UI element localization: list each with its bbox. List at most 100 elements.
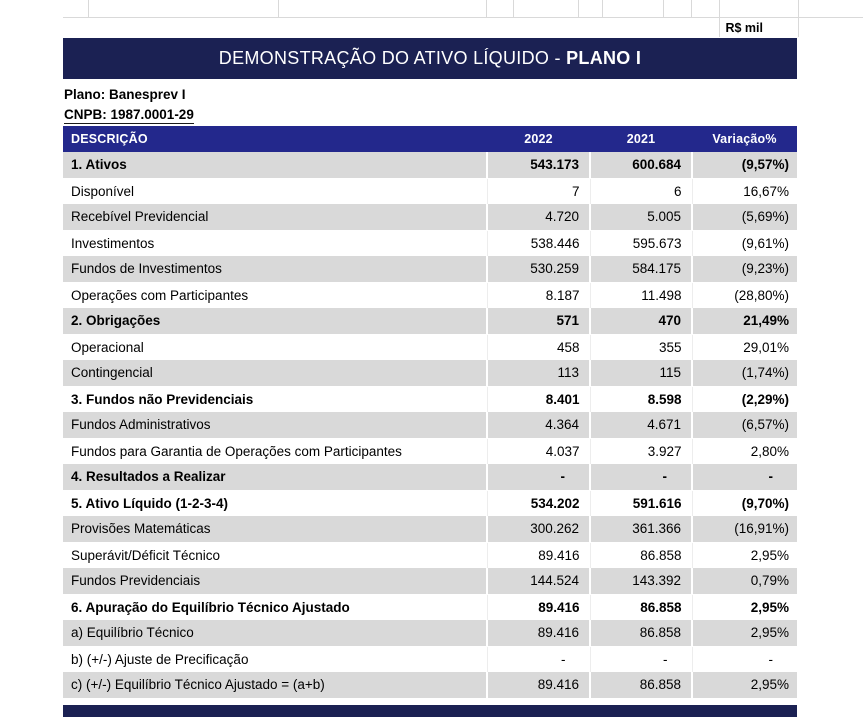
row-description[interactable]: Operações com Participantes: [63, 282, 488, 308]
value-2022[interactable]: 458: [487, 334, 591, 360]
value-2021[interactable]: 11.498: [590, 282, 693, 308]
header-variacao[interactable]: Variação%: [692, 126, 797, 152]
row-description[interactable]: Operacional: [63, 334, 488, 360]
variation-value[interactable]: (9,57%): [692, 152, 797, 179]
row-description[interactable]: Fundos de Investimentos: [63, 256, 488, 283]
value-2022[interactable]: 89.416: [487, 672, 591, 699]
table-row: 6. Apuração do Equilíbrio Técnico Ajusta…: [63, 594, 797, 620]
row-description[interactable]: 1. Ativos: [63, 152, 488, 179]
value-2021[interactable]: 86.858: [590, 594, 693, 620]
value-2022[interactable]: 300.262: [487, 516, 591, 543]
value-2022[interactable]: 530.259: [487, 256, 591, 283]
variation-value[interactable]: (2,29%): [692, 386, 797, 412]
value-2021[interactable]: 6: [590, 178, 693, 204]
row-description[interactable]: c) (+/-) Equilíbrio Técnico Ajustado = (…: [63, 672, 488, 699]
variation-value[interactable]: (28,80%): [692, 282, 797, 308]
header-descricao[interactable]: DESCRIÇÃO: [63, 126, 487, 152]
value-2022[interactable]: 7: [487, 178, 591, 204]
value-2021[interactable]: 355: [590, 334, 693, 360]
value-2021[interactable]: 143.392: [590, 568, 693, 595]
variation-value[interactable]: -: [692, 646, 797, 672]
row-description[interactable]: 5. Ativo Líquido (1-2-3-4): [63, 490, 488, 516]
value-2021[interactable]: 591.616: [590, 490, 693, 516]
row-description[interactable]: Superávit/Déficit Técnico: [63, 542, 488, 568]
variation-value[interactable]: (16,91%): [692, 516, 797, 543]
value-2021[interactable]: 8.598: [590, 386, 693, 412]
table-row: 4. Resultados a Realizar - - -: [63, 464, 797, 491]
value-2022[interactable]: -: [487, 646, 591, 672]
value-2022[interactable]: 144.524: [487, 568, 591, 595]
value-2021[interactable]: 115: [590, 360, 693, 387]
row-description[interactable]: 4. Resultados a Realizar: [63, 464, 488, 491]
row-description[interactable]: Recebível Previdencial: [63, 204, 488, 231]
value-2022[interactable]: 113: [487, 360, 591, 387]
header-2022[interactable]: 2022: [487, 126, 590, 152]
value-2022[interactable]: 4.364: [487, 412, 591, 439]
value-2021[interactable]: 600.684: [590, 152, 693, 179]
gridline: [663, 0, 664, 18]
value-2022[interactable]: 4.720: [487, 204, 591, 231]
value-2022[interactable]: 8.187: [487, 282, 591, 308]
row-description[interactable]: b) (+/-) Ajuste de Precificação: [63, 646, 488, 672]
row-description[interactable]: 6. Apuração do Equilíbrio Técnico Ajusta…: [63, 594, 488, 620]
variation-value[interactable]: 2,95%: [692, 672, 797, 699]
variation-value[interactable]: (9,70%): [692, 490, 797, 516]
value-2021[interactable]: 5.005: [590, 204, 693, 231]
value-2022[interactable]: 534.202: [487, 490, 591, 516]
footer-bar: [63, 705, 797, 717]
value-2021[interactable]: 595.673: [590, 230, 693, 256]
row-description[interactable]: Investimentos: [63, 230, 488, 256]
value-2021[interactable]: 584.175: [590, 256, 693, 283]
value-2022[interactable]: 538.446: [487, 230, 591, 256]
row-description[interactable]: Provisões Matemáticas: [63, 516, 488, 543]
variation-value[interactable]: 2,80%: [692, 438, 797, 464]
variation-value[interactable]: 29,01%: [692, 334, 797, 360]
variation-value[interactable]: (5,69%): [692, 204, 797, 231]
row-description[interactable]: a) Equilíbrio Técnico: [63, 620, 488, 647]
row-description[interactable]: Fundos para Garantia de Operações com Pa…: [63, 438, 488, 464]
gridline: [798, 0, 799, 18]
value-2022[interactable]: 571: [487, 308, 591, 335]
variation-value[interactable]: (1,74%): [692, 360, 797, 387]
value-2021[interactable]: -: [590, 646, 693, 672]
value-2022[interactable]: -: [487, 464, 591, 491]
value-2021[interactable]: 361.366: [590, 516, 693, 543]
gridline: [602, 0, 603, 18]
value-2021[interactable]: 86.858: [590, 542, 693, 568]
report-title-plan: PLANO I: [566, 48, 642, 68]
variation-value[interactable]: 2,95%: [692, 620, 797, 647]
value-2021[interactable]: 86.858: [590, 620, 693, 647]
value-2022[interactable]: 89.416: [487, 594, 591, 620]
value-2022[interactable]: 89.416: [487, 542, 591, 568]
value-2021[interactable]: 470: [590, 308, 693, 335]
value-2021[interactable]: 4.671: [590, 412, 693, 439]
variation-value[interactable]: 0,79%: [692, 568, 797, 595]
value-2022[interactable]: 4.037: [487, 438, 591, 464]
row-description[interactable]: Disponível: [63, 178, 488, 204]
variation-value[interactable]: (9,61%): [692, 230, 797, 256]
variation-value[interactable]: 21,49%: [692, 308, 797, 335]
variation-value[interactable]: 16,67%: [692, 178, 797, 204]
value-2021[interactable]: -: [590, 464, 693, 491]
table-row: 5. Ativo Líquido (1-2-3-4) 534.202 591.616…: [63, 490, 797, 516]
spreadsheet-gridlines: [63, 0, 863, 37]
table-row: Fundos para Garantia de Operações com Pa…: [63, 438, 797, 464]
row-description[interactable]: Contingencial: [63, 360, 488, 387]
value-2021[interactable]: 3.927: [590, 438, 693, 464]
table-row: Superávit/Déficit Técnico 89.416 86.858 2,9…: [63, 542, 797, 568]
value-2021[interactable]: 86.858: [590, 672, 693, 699]
value-2022[interactable]: 89.416: [487, 620, 591, 647]
header-2021[interactable]: 2021: [590, 126, 692, 152]
table-row: Contingencial 113 115 (1,74%): [63, 360, 797, 387]
variation-value[interactable]: 2,95%: [692, 594, 797, 620]
row-description[interactable]: 3. Fundos não Previdenciais: [63, 386, 488, 412]
row-description[interactable]: 2. Obrigações: [63, 308, 488, 335]
row-description[interactable]: Fundos Administrativos: [63, 412, 488, 439]
variation-value[interactable]: (6,57%): [692, 412, 797, 439]
variation-value[interactable]: 2,95%: [692, 542, 797, 568]
variation-value[interactable]: (9,23%): [692, 256, 797, 283]
value-2022[interactable]: 543.173: [487, 152, 591, 179]
value-2022[interactable]: 8.401: [487, 386, 591, 412]
variation-value[interactable]: -: [692, 464, 797, 491]
row-description[interactable]: Fundos Previdenciais: [63, 568, 488, 595]
